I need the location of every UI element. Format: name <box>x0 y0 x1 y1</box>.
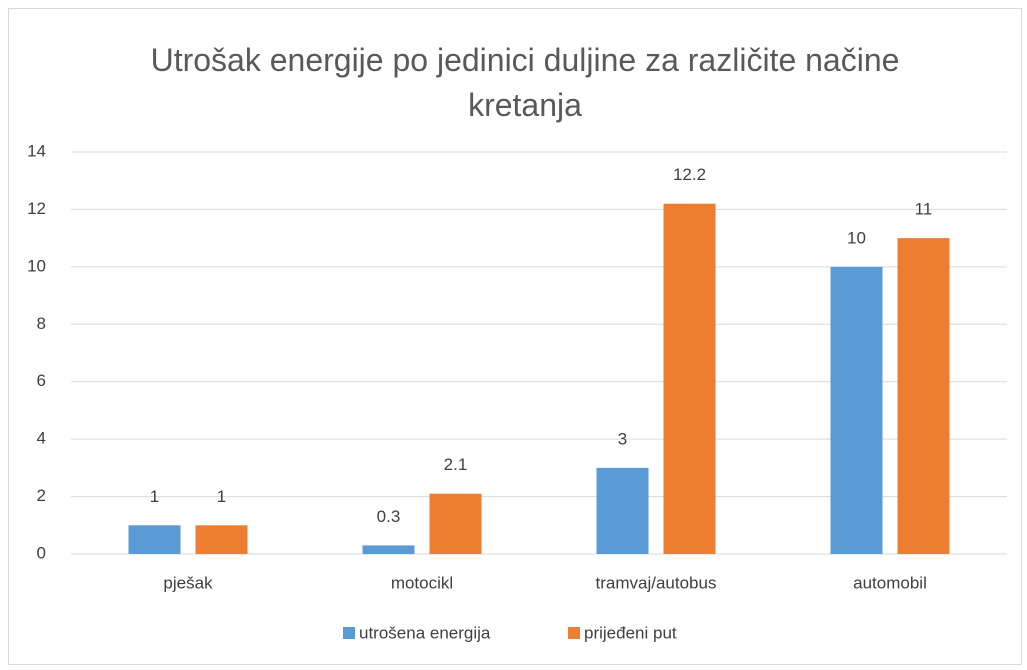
data-label: 11 <box>915 200 933 219</box>
chart-title: Utrošak energije po jedinici duljine za … <box>150 42 900 123</box>
bar <box>663 203 716 554</box>
x-tick-label: pješak <box>163 573 213 592</box>
bar <box>897 238 950 554</box>
y-tick-label: 6 <box>37 371 46 390</box>
bar <box>362 545 415 554</box>
y-tick-label: 8 <box>37 314 46 333</box>
bar <box>429 493 482 554</box>
bar <box>596 467 649 554</box>
data-label: 0.3 <box>377 507 401 526</box>
y-tick-label: 14 <box>27 141 46 160</box>
bar <box>195 525 248 554</box>
y-tick-label: 12 <box>27 199 46 218</box>
data-label: 1 <box>150 487 159 506</box>
x-tick-label: motocikl <box>391 573 453 592</box>
data-label: 1 <box>217 487 226 506</box>
bar <box>830 266 883 554</box>
data-label: 2.1 <box>444 455 468 474</box>
data-label: 10 <box>847 228 866 247</box>
data-label: 3 <box>618 429 627 448</box>
y-tick-label: 4 <box>37 429 46 448</box>
legend-swatch <box>343 627 355 639</box>
legend-label: prijeđeni put <box>584 623 677 642</box>
y-tick-label: 10 <box>27 256 46 275</box>
x-tick-label: tramvaj/autobus <box>596 573 717 592</box>
legend-swatch <box>568 627 580 639</box>
y-tick-label: 2 <box>37 486 46 505</box>
bar <box>128 525 181 554</box>
x-tick-label: automobil <box>853 573 927 592</box>
data-label: 12.2 <box>673 165 706 184</box>
y-tick-label: 0 <box>37 543 46 562</box>
legend-label: utrošena energija <box>359 623 491 642</box>
